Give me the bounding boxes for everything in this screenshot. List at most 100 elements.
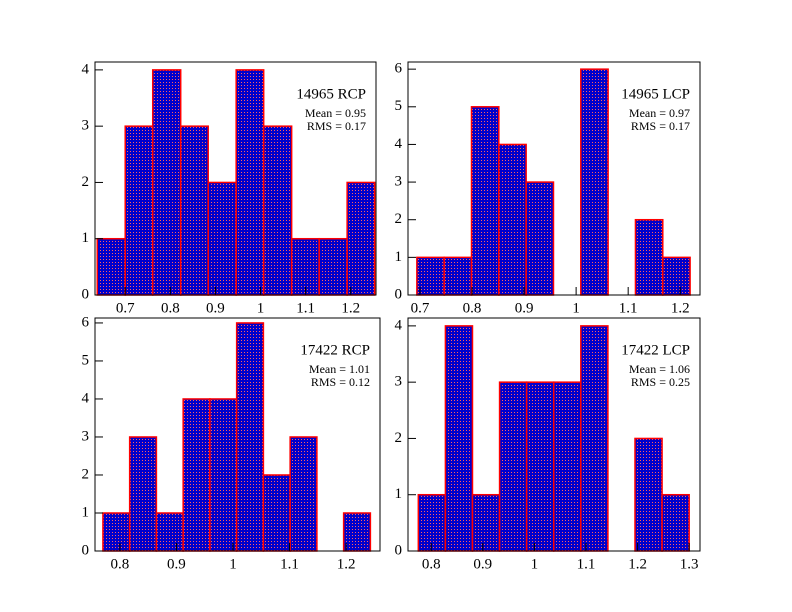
y-tick-label: 0 <box>395 286 403 302</box>
x-tick-label: 0.8 <box>463 300 482 316</box>
bar <box>289 436 318 552</box>
x-tick-label: 0.7 <box>411 300 430 316</box>
bar <box>235 322 265 552</box>
bar <box>525 181 555 296</box>
bar <box>262 474 291 552</box>
bar <box>552 381 582 552</box>
annotation: RMS = 0.25 <box>631 375 690 389</box>
plot-frame <box>94 317 381 552</box>
y-tick-label: 3 <box>82 428 90 444</box>
bar <box>207 181 237 296</box>
y-tick-label: 1 <box>82 230 90 246</box>
x-tick-label: 1 <box>531 556 539 572</box>
bar <box>498 381 528 552</box>
y-tick-label: 6 <box>395 61 403 77</box>
panel-title: 14965 LCP <box>621 86 690 102</box>
y-tick-label: 1 <box>395 486 403 502</box>
plot-frame <box>407 317 701 552</box>
x-tick-label: 1.2 <box>628 556 647 572</box>
panel-title: 17422 RCP <box>300 342 370 358</box>
bar <box>179 125 209 296</box>
y-tick-label: 5 <box>82 352 90 368</box>
bar <box>444 325 474 552</box>
bar <box>417 493 447 552</box>
bar <box>525 381 555 552</box>
bar <box>151 69 182 296</box>
bar <box>290 237 320 296</box>
x-tick-label: 0.9 <box>515 300 534 316</box>
bar <box>634 437 663 552</box>
bar <box>155 512 184 552</box>
x-tick-label: 1 <box>572 300 580 316</box>
x-tick-label: 1 <box>257 300 265 316</box>
y-tick-label: 1 <box>82 504 90 520</box>
bar <box>209 398 238 552</box>
bar <box>96 237 126 296</box>
x-tick-label: 1.1 <box>619 300 638 316</box>
bar <box>182 398 211 552</box>
bar <box>470 106 500 296</box>
x-tick-label: 0.7 <box>116 300 135 316</box>
annotation: RMS = 0.17 <box>631 119 690 133</box>
bar <box>471 493 501 552</box>
annotation: RMS = 0.12 <box>311 375 370 389</box>
annotation: Mean = 1.06 <box>629 362 690 376</box>
bar <box>634 218 664 296</box>
x-tick-label: 1.1 <box>577 556 596 572</box>
x-tick-label: 0.8 <box>161 300 180 316</box>
y-tick-label: 6 <box>82 314 90 330</box>
y-tick-label: 0 <box>82 286 90 302</box>
bar <box>262 125 293 296</box>
bar <box>662 256 691 296</box>
y-tick-label: 0 <box>395 542 403 558</box>
x-tick-label: 0.9 <box>473 556 492 572</box>
y-tick-label: 2 <box>395 430 403 446</box>
y-tick-label: 4 <box>395 317 403 333</box>
y-tick-label: 4 <box>82 390 90 406</box>
x-tick-label: 1.1 <box>280 556 299 572</box>
bar <box>235 69 265 296</box>
y-tick-label: 2 <box>82 466 90 482</box>
panel-title: 17422 LCP <box>621 342 690 358</box>
y-tick-label: 5 <box>395 98 403 114</box>
y-tick-label: 2 <box>395 211 403 227</box>
x-tick-label: 1.1 <box>296 300 315 316</box>
y-tick-label: 1 <box>395 249 403 265</box>
x-tick-label: 1.2 <box>337 556 356 572</box>
panel-title: 14965 RCP <box>296 86 366 102</box>
x-tick-label: 1 <box>229 556 237 572</box>
y-tick-label: 2 <box>82 174 90 190</box>
plot-frame <box>94 61 377 296</box>
x-tick-label: 1.2 <box>341 300 360 316</box>
y-tick-label: 3 <box>82 118 90 134</box>
bar <box>346 181 376 296</box>
bar <box>416 256 445 296</box>
bar <box>318 237 348 296</box>
annotation: Mean = 0.97 <box>629 106 690 120</box>
plot-frame <box>407 61 701 296</box>
x-tick-label: 0.9 <box>206 300 225 316</box>
bar <box>661 493 690 552</box>
bar <box>443 256 473 296</box>
annotation: Mean = 1.01 <box>309 362 370 376</box>
bar <box>580 325 609 552</box>
bar <box>102 512 131 552</box>
y-tick-label: 4 <box>395 136 403 152</box>
bar <box>342 512 372 552</box>
x-tick-label: 0.8 <box>111 556 130 572</box>
bar <box>498 143 527 296</box>
y-tick-label: 3 <box>395 174 403 190</box>
bar <box>580 68 609 296</box>
annotation: RMS = 0.17 <box>307 119 366 133</box>
annotation: Mean = 0.95 <box>305 106 366 120</box>
x-tick-label: 0.8 <box>422 556 441 572</box>
x-tick-label: 0.9 <box>167 556 186 572</box>
y-tick-label: 3 <box>395 374 403 390</box>
bar <box>128 436 158 552</box>
y-tick-label: 4 <box>82 61 90 77</box>
y-tick-label: 0 <box>82 542 90 558</box>
x-tick-label: 1.3 <box>680 556 699 572</box>
bar <box>124 125 154 296</box>
x-tick-label: 1.2 <box>671 300 690 316</box>
